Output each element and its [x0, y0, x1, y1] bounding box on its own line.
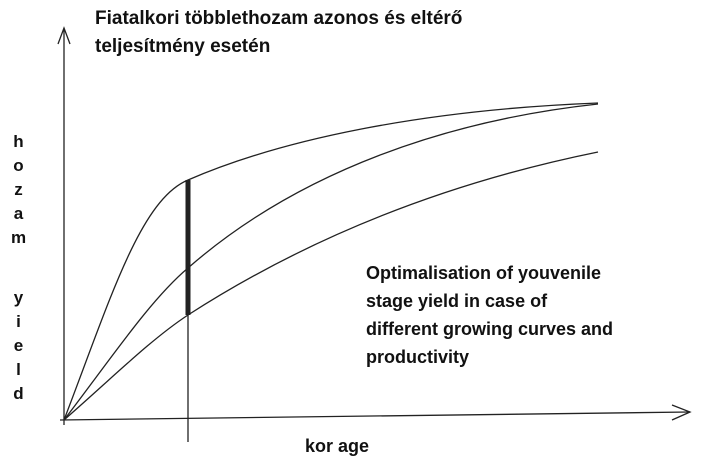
- x-axis: [59, 411, 691, 421]
- curve-mid: [63, 103, 599, 421]
- curve-low: [63, 151, 599, 421]
- y-label: hozam: [9, 132, 28, 252]
- y-arrow: [57, 26, 71, 45]
- x-arrow: [671, 404, 692, 421]
- title-line: teljesítmény esetén: [95, 36, 271, 57]
- annotation-line: productivity: [366, 347, 470, 367]
- annotation-line: Optimalisation of youvenile: [366, 263, 602, 283]
- annotation-line: stage yield in case of: [366, 291, 548, 311]
- title-line: Fiatalkori többlethozam azonos és eltérő: [95, 8, 463, 29]
- x-label: kor age: [305, 436, 370, 456]
- y-label: yield: [9, 288, 28, 408]
- curve-high: [63, 102, 599, 421]
- annotation-line: different growing curves and: [366, 319, 614, 339]
